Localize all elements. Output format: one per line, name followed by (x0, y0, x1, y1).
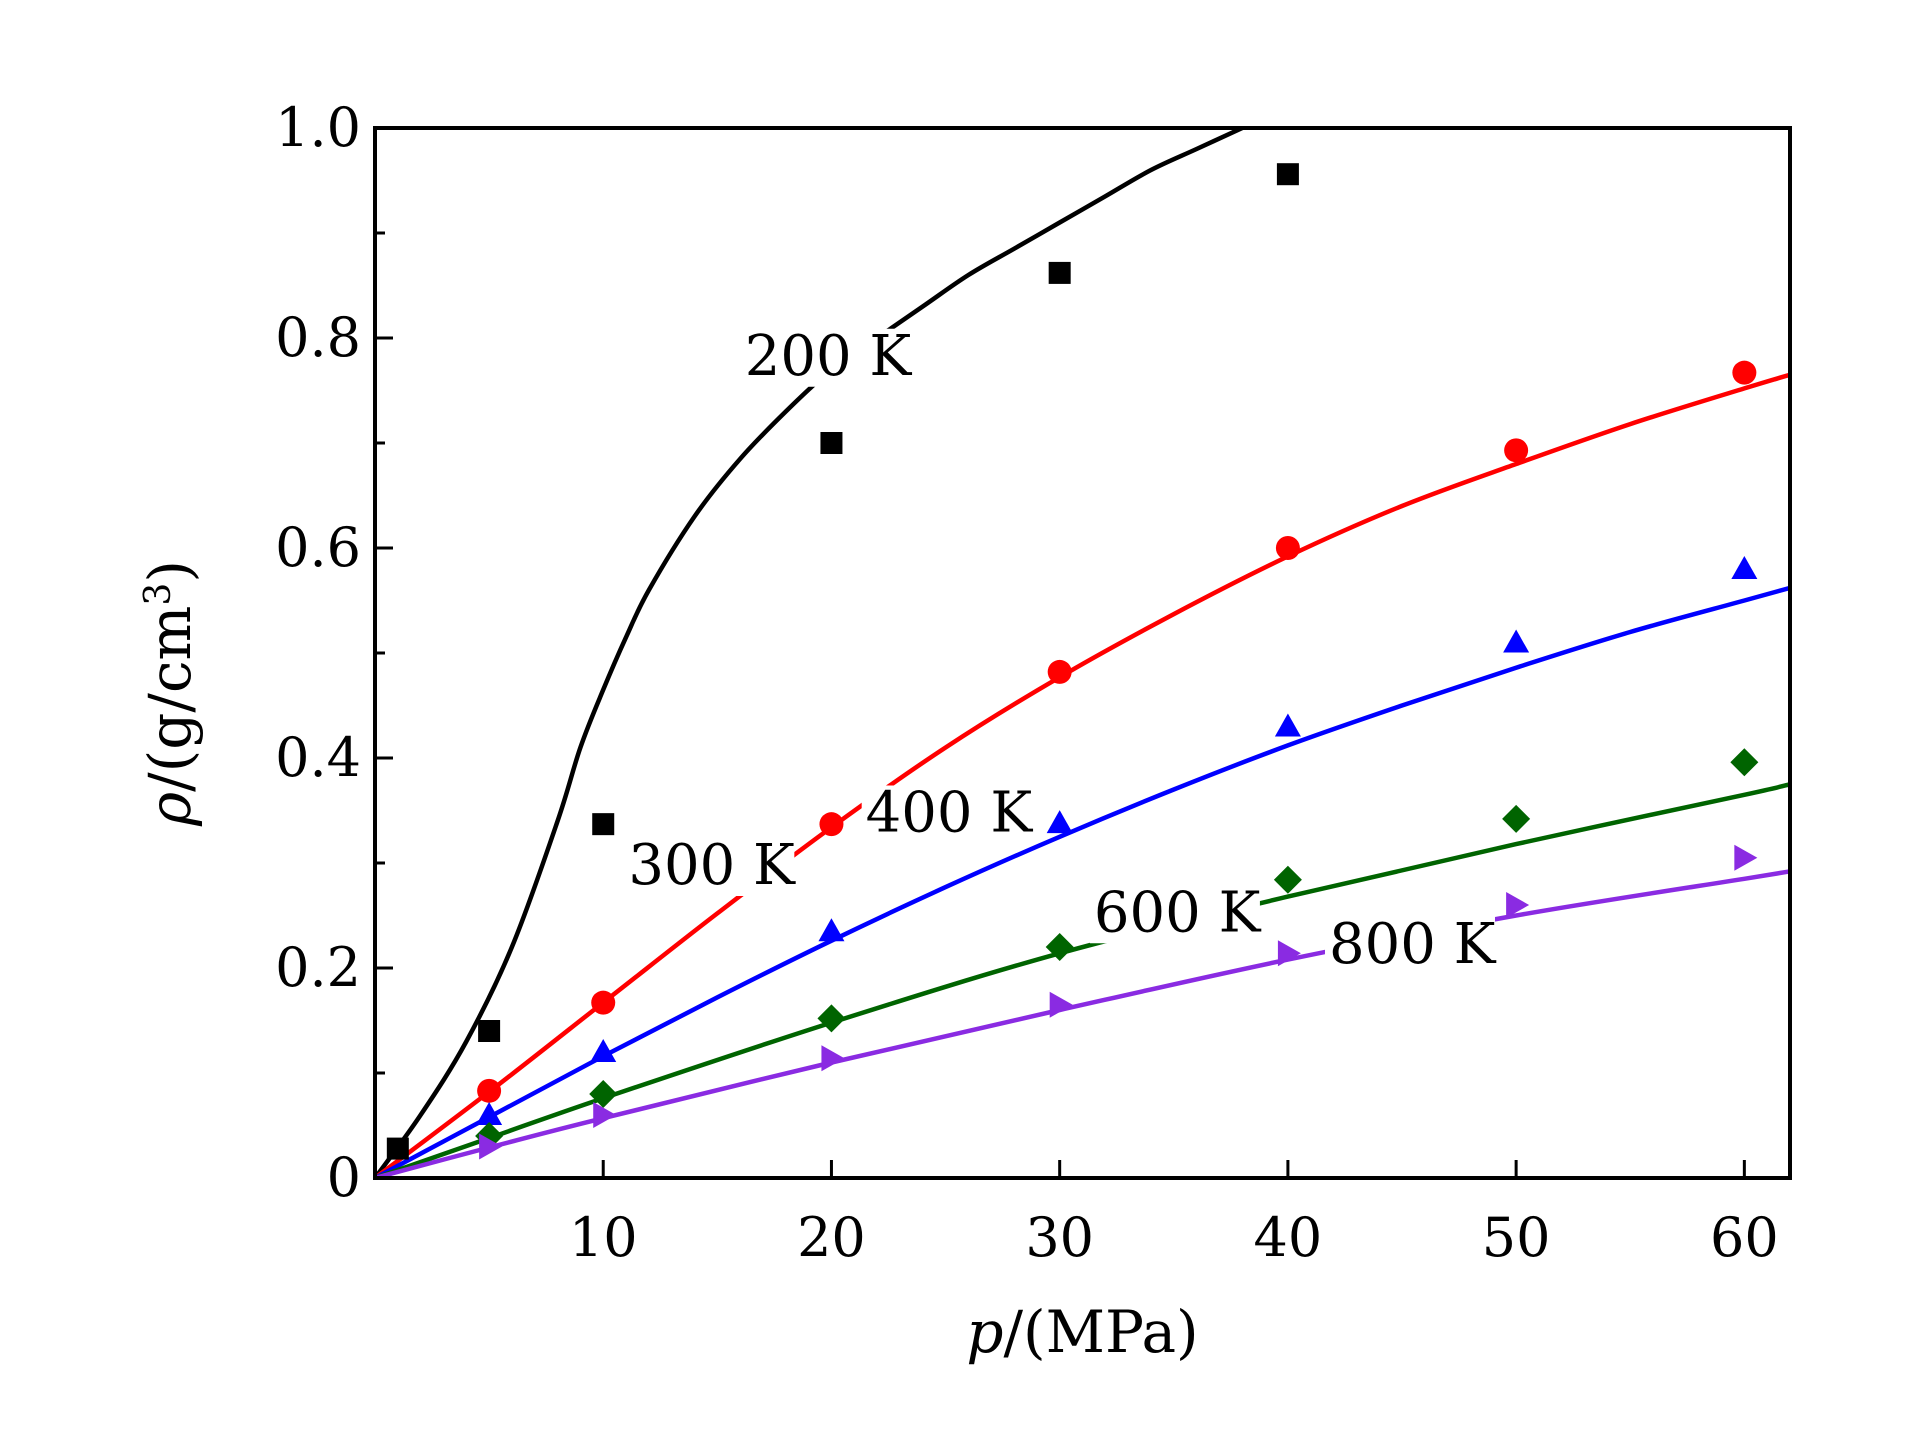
data-point-800-k (593, 1102, 617, 1128)
data-point-600-k (1273, 865, 1302, 894)
y-axis-symbol: ρ (136, 792, 204, 827)
fit-curve-400-k (375, 585, 1790, 1178)
fit-curve-800-k (375, 869, 1790, 1178)
data-point-400-k (590, 1039, 617, 1062)
x-tick-label: 10 (569, 1206, 638, 1269)
data-point-300-k (1732, 360, 1757, 385)
series-labels: 200 K 300 K 400 K 600 K 800 K (624, 324, 1497, 977)
y-axis-title: ρ/(g/cm3) (136, 560, 204, 827)
data-point-600-k (1730, 748, 1759, 777)
data-point-300-k (1275, 536, 1300, 560)
series-label-bg (624, 838, 795, 896)
data-point-300-k (591, 990, 616, 1015)
data-point-200-k (592, 813, 615, 836)
data-point-300-k (477, 1078, 502, 1103)
x-tick-label: 30 (1025, 1206, 1094, 1269)
data-point-400-k (1503, 629, 1530, 653)
x-tick-label: 20 (797, 1206, 866, 1269)
data-point-200-k (820, 432, 843, 454)
data-point-400-k (1274, 713, 1301, 737)
fit-curves (375, 128, 1790, 1178)
x-axis-title: p/(MPa) (966, 1298, 1198, 1366)
data-point-600-k (589, 1080, 618, 1108)
x-tick-label: 60 (1710, 1206, 1779, 1269)
data-point-200-k (386, 1137, 409, 1160)
data-point-200-k (478, 1020, 501, 1042)
data-point-800-k (1734, 844, 1758, 871)
series-label-bg (740, 328, 911, 387)
x-axis-unit: /(MPa) (1003, 1298, 1198, 1366)
fit-curve-200-k (375, 128, 1244, 1178)
data-point-800-k (1277, 940, 1301, 967)
plot-frame (373, 126, 1792, 1180)
y-axis-unit-prefix: /(g/cm (136, 606, 204, 792)
x-axis-symbol: p (966, 1298, 1003, 1366)
data-markers (386, 163, 1759, 1160)
y-tick-label: 0 (327, 1146, 361, 1209)
fit-curve-300-k (375, 372, 1790, 1178)
data-point-800-k (1049, 991, 1073, 1018)
y-axis-unit-suffix: ) (136, 560, 204, 583)
x-tick-label: 40 (1254, 1206, 1323, 1269)
y-tick-label: 0.8 (275, 306, 361, 369)
data-point-800-k (1506, 892, 1530, 918)
series-label-bg (861, 785, 1032, 844)
series-label-400-k: 400 K (866, 781, 1034, 846)
data-point-600-k (817, 1004, 846, 1033)
data-point-400-k (818, 918, 845, 942)
y-tick-label: 1.0 (275, 96, 361, 159)
y-tick-label: 0.2 (275, 936, 361, 999)
data-point-200-k (1048, 261, 1071, 284)
data-point-400-k (1731, 556, 1758, 579)
y-tick-label: 0.6 (275, 516, 361, 579)
data-point-400-k (476, 1102, 503, 1125)
data-point-600-k (1502, 804, 1531, 833)
data-point-600-k (1045, 933, 1074, 961)
series-label-800-k: 800 K (1329, 912, 1497, 977)
data-point-800-k (821, 1045, 845, 1072)
series-label-200-k: 200 K (745, 324, 913, 389)
y-tick-label: 0.4 (275, 726, 361, 789)
series-label-bg (1324, 916, 1495, 975)
fit-curve-600-k (375, 782, 1790, 1178)
data-point-300-k (1047, 659, 1072, 684)
series-label-bg (1089, 885, 1260, 944)
y-axis-unit-sup: 3 (138, 583, 179, 606)
data-point-300-k (819, 812, 844, 837)
x-tick-label: 50 (1482, 1206, 1551, 1269)
series-label-300-k: 300 K (628, 833, 796, 898)
data-point-400-k (1046, 810, 1073, 834)
data-point-300-k (1504, 438, 1529, 463)
data-point-800-k (479, 1133, 503, 1160)
plot-area (375, 128, 1790, 1178)
axis-ticks: 10 20 30 40 50 60 0 0.2 0.4 0.6 0.8 1.0 (275, 96, 1779, 1269)
data-point-200-k (1276, 163, 1299, 186)
series-label-600-k: 600 K (1094, 880, 1262, 945)
